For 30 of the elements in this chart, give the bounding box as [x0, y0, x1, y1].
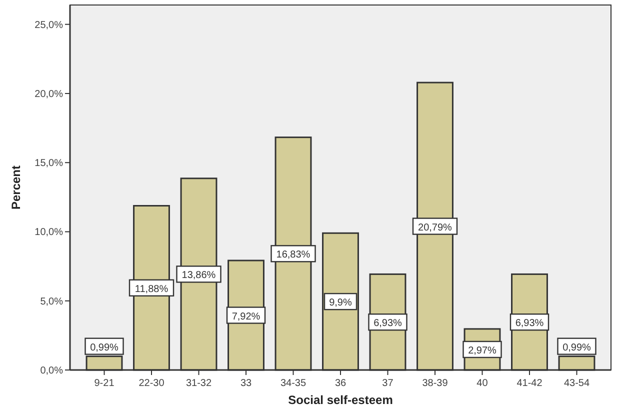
x-tick-label: 22-30	[138, 378, 165, 389]
y-tick-label: 25,0%	[34, 20, 64, 31]
data-label: 7,92%	[232, 311, 260, 322]
x-tick-label: 41-42	[516, 378, 543, 389]
data-label: 11,88%	[134, 284, 168, 295]
x-tick-label: 34-35	[280, 378, 306, 389]
data-label: 0,99%	[90, 342, 119, 354]
x-tick-label: 9-21	[94, 378, 115, 389]
y-tick-label: 0,0%	[40, 366, 64, 376]
x-tick-label: 37	[382, 378, 394, 389]
data-label: 9,9%	[329, 298, 352, 309]
data-label: 20,79%	[418, 222, 452, 234]
data-label: 6,93%	[374, 318, 402, 330]
x-tick-label: 36	[334, 378, 346, 389]
x-tick-label: 31-32	[186, 378, 212, 389]
x-tick-label: 40	[476, 378, 488, 389]
x-tick-label: 43-54	[564, 378, 590, 389]
data-label: 16,83%	[276, 250, 310, 261]
y-axis-title: Percent	[9, 165, 23, 210]
data-label: 2,97%	[468, 345, 497, 356]
y-tick-label: 20,0%	[34, 88, 64, 100]
data-label: 0,99%	[562, 342, 592, 354]
x-tick-label: 33	[240, 378, 252, 389]
data-label: 13,86%	[182, 270, 216, 282]
y-tick-label: 15,0%	[34, 158, 64, 170]
y-tick-label: 5,0%	[40, 296, 64, 308]
data-label: 6,93%	[515, 318, 544, 330]
y-tick-label: 10,0%	[34, 227, 64, 238]
x-axis-title: Social self-esteem	[288, 393, 393, 407]
x-tick-label: 38-39	[422, 378, 448, 389]
